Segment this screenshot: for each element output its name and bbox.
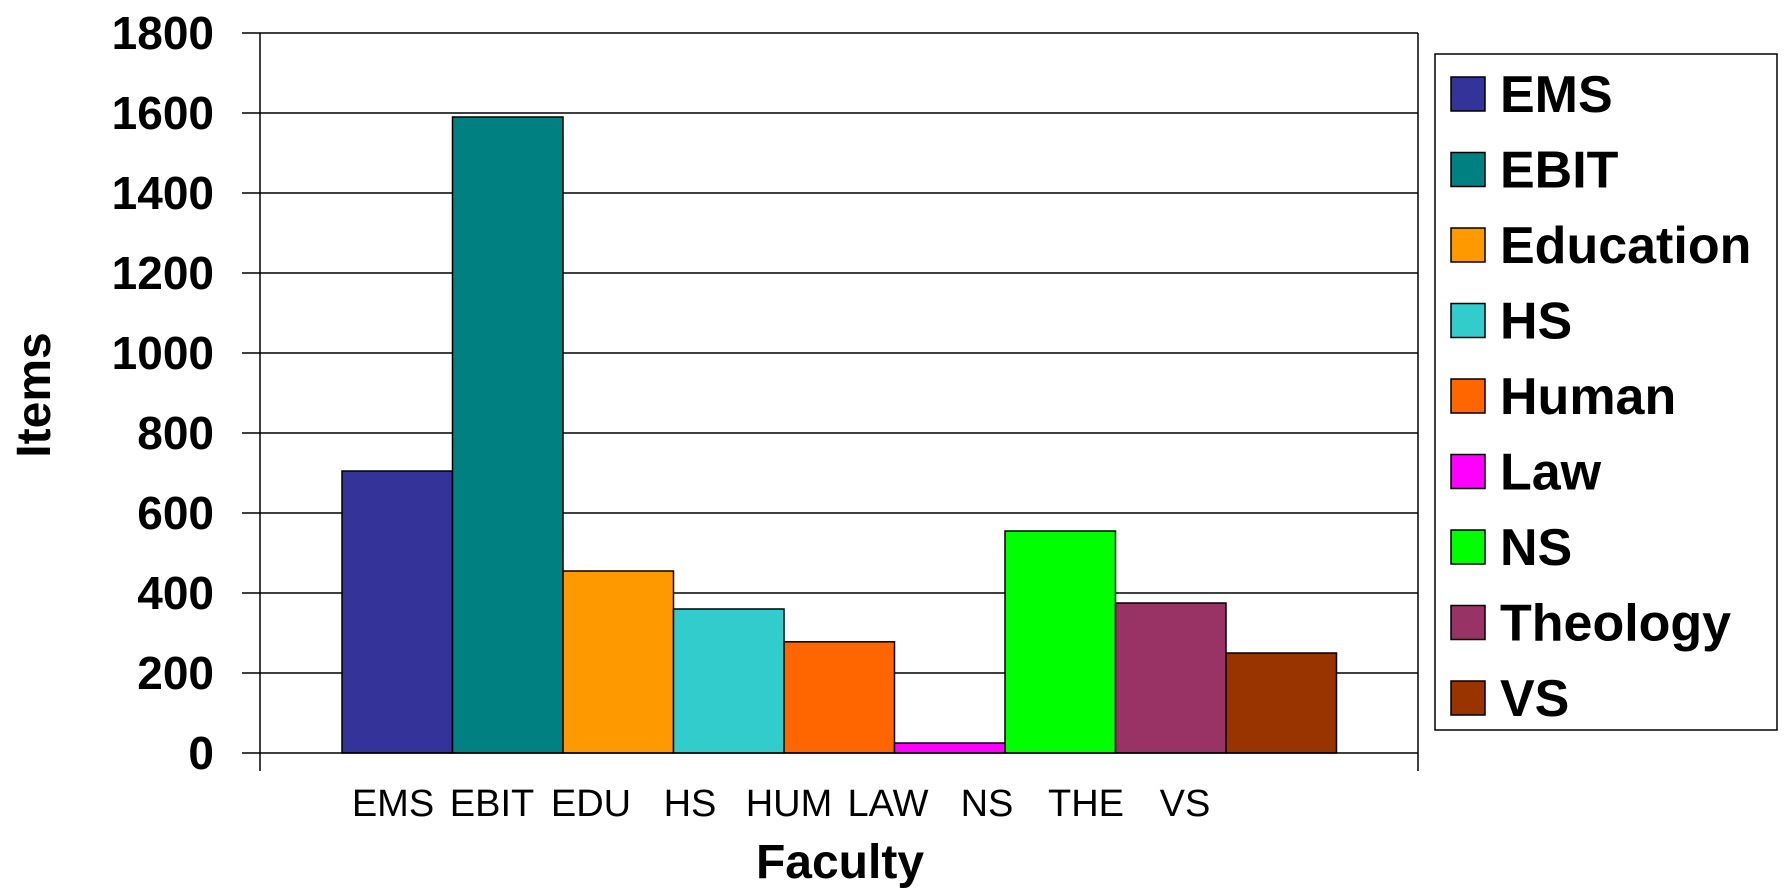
bars — [341, 116, 1338, 754]
legend-swatch — [1450, 76, 1486, 112]
y-tick-label: 0 — [188, 727, 214, 779]
legend-label: Law — [1500, 444, 1602, 502]
x-tick-label: VS — [1160, 783, 1211, 825]
axes — [242, 32, 1419, 771]
x-axis-title: Faculty — [756, 836, 924, 889]
legend-label: EBIT — [1500, 142, 1619, 200]
legend-label: VS — [1500, 670, 1569, 728]
legend-swatch — [1450, 151, 1486, 188]
bar-edu — [562, 570, 675, 754]
legend-swatch — [1450, 227, 1486, 263]
legend-swatch — [1450, 604, 1486, 641]
y-tick-label: 800 — [137, 407, 214, 459]
x-tick-labels: EMS EBIT EDU HS HUM LAW NS THE VS — [352, 783, 1211, 825]
y-tick-label: 200 — [137, 647, 214, 699]
y-tick-label: 1000 — [112, 327, 214, 379]
bar-hs — [672, 608, 785, 754]
y-tick-label: 1600 — [112, 87, 214, 139]
y-tick-label: 600 — [137, 487, 214, 539]
legend-label: Education — [1500, 217, 1751, 275]
legend-swatch — [1450, 378, 1486, 414]
y-tick-label: 1800 — [112, 7, 214, 59]
bar-law — [893, 742, 1006, 754]
legend-label: HS — [1500, 293, 1572, 351]
x-tick-label: THE — [1048, 783, 1124, 825]
x-tick-label: EMS — [352, 783, 434, 825]
bar-ns — [1004, 530, 1117, 754]
bar-vs — [1225, 652, 1338, 754]
x-tick-label: EBIT — [450, 783, 534, 825]
legend-swatch — [1450, 453, 1486, 490]
x-tick-label: NS — [961, 783, 1014, 825]
legend-swatch — [1450, 680, 1486, 716]
y-tick-label: 1200 — [112, 247, 214, 299]
x-tick-label: HS — [664, 783, 717, 825]
legend-label: NS — [1500, 519, 1572, 577]
legend-label: EMS — [1500, 66, 1613, 124]
bar-ebit — [451, 116, 564, 754]
x-tick-label: HUM — [746, 783, 833, 825]
y-tick-labels: 0 200 400 600 800 1000 1200 1400 1600 1800 — [112, 7, 214, 779]
y-tick-label: 1400 — [112, 167, 214, 219]
bar-the — [1114, 602, 1227, 754]
legend-box — [1434, 53, 1778, 731]
bar-ems — [341, 470, 454, 754]
legend-swatch — [1450, 302, 1486, 339]
x-tick-label: LAW — [848, 783, 929, 825]
legend-label: Human — [1500, 368, 1676, 426]
x-tick-label: EDU — [551, 783, 631, 825]
legend-swatch — [1450, 529, 1486, 565]
legend-label: Theology — [1500, 595, 1731, 653]
legend: EMS EBIT Education HS Human Law NS Theology VS — [1434, 53, 1778, 731]
bar-hum — [783, 641, 896, 754]
y-tick-label: 400 — [137, 567, 214, 619]
y-axis-title: Items — [8, 332, 61, 457]
